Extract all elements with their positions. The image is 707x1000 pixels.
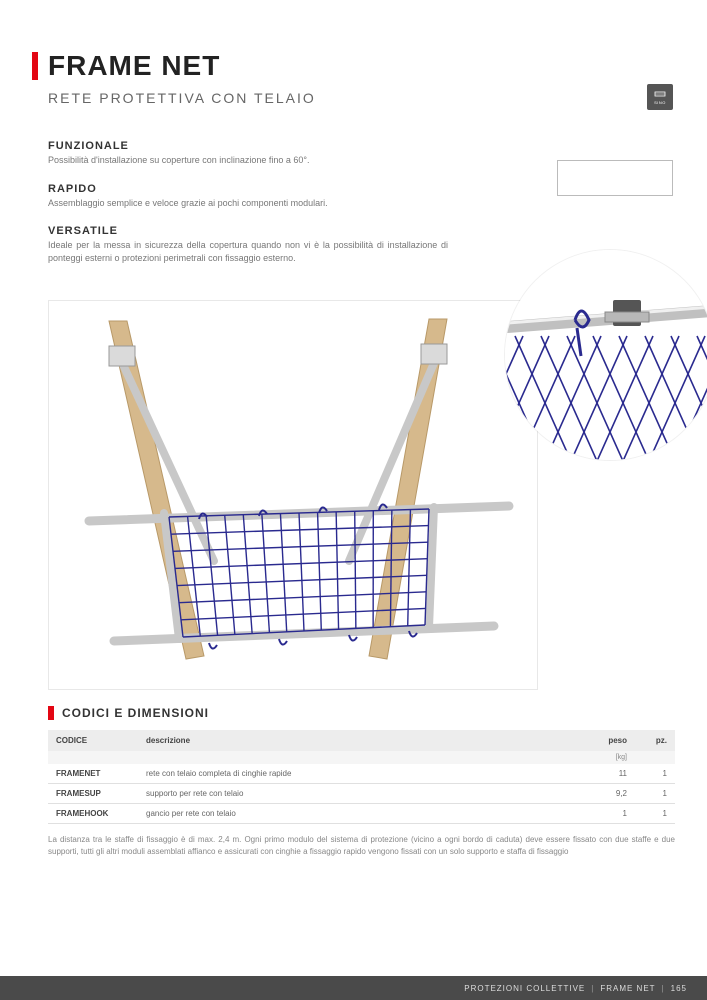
table-header-row: CODICE descrizione peso pz. bbox=[48, 730, 675, 751]
footer-page-number: 165 bbox=[671, 984, 687, 993]
footer-separator: | bbox=[662, 984, 665, 993]
table-subheader-row: [kg] bbox=[48, 751, 675, 764]
col-header-pz: pz. bbox=[635, 730, 675, 751]
cell-desc: gancio per rete con telaio bbox=[138, 804, 575, 824]
table-row: FRAMENETrete con telaio completa di cing… bbox=[48, 764, 675, 784]
table-section-title: CODICI E DIMENSIONI bbox=[62, 706, 209, 720]
col-header-code: CODICE bbox=[48, 730, 138, 751]
cell-weight: 9,2 bbox=[575, 784, 635, 804]
cell-code: FRAMEHOOK bbox=[48, 804, 138, 824]
main-product-image bbox=[48, 300, 538, 690]
feature-item: RAPIDO Assemblaggio semplice e veloce gr… bbox=[48, 183, 448, 210]
col-subheader-weight: [kg] bbox=[575, 751, 635, 764]
page-subtitle: RETE PROTETTIVA CON TELAIO bbox=[48, 90, 675, 106]
category-icon: SINO bbox=[647, 84, 673, 110]
col-header-weight: peso bbox=[575, 730, 635, 751]
icon-label: SINO bbox=[654, 100, 666, 105]
feature-title: RAPIDO bbox=[48, 183, 448, 195]
feature-title: FUNZIONALE bbox=[48, 140, 448, 152]
footer-category: PROTEZIONI COLLETTIVE bbox=[464, 984, 585, 993]
accent-bar bbox=[32, 52, 38, 80]
table-section-header: CODICI E DIMENSIONI bbox=[48, 706, 675, 720]
accent-bar bbox=[48, 706, 54, 720]
cell-weight: 11 bbox=[575, 764, 635, 784]
spec-table: CODICE descrizione peso pz. [kg] FRAMENE… bbox=[48, 730, 675, 824]
cell-code: FRAMESUP bbox=[48, 784, 138, 804]
cell-code: FRAMENET bbox=[48, 764, 138, 784]
footer-separator: | bbox=[591, 984, 594, 993]
feature-desc: Possibilità d'installazione su coperture… bbox=[48, 154, 448, 167]
cell-desc: rete con telaio completa di cinghie rapi… bbox=[138, 764, 575, 784]
cell-weight: 1 bbox=[575, 804, 635, 824]
page-title: FRAME NET bbox=[48, 50, 220, 82]
table-row: FRAMEHOOKgancio per rete con telaio11 bbox=[48, 804, 675, 824]
feature-desc: Assemblaggio semplice e veloce grazie ai… bbox=[48, 197, 448, 210]
cell-desc: supporto per rete con telaio bbox=[138, 784, 575, 804]
col-header-desc: descrizione bbox=[138, 730, 575, 751]
feature-desc: Ideale per la messa in sicurezza della c… bbox=[48, 239, 448, 264]
table-footnote: La distanza tra le staffe di fissaggio è… bbox=[48, 834, 675, 856]
cell-pz: 1 bbox=[635, 784, 675, 804]
features-list: FUNZIONALE Possibilità d'installazione s… bbox=[48, 140, 448, 264]
page-footer: PROTEZIONI COLLETTIVE | FRAME NET | 165 bbox=[0, 976, 707, 1000]
cell-pz: 1 bbox=[635, 764, 675, 784]
title-row: FRAME NET bbox=[32, 50, 675, 82]
cell-pz: 1 bbox=[635, 804, 675, 824]
footer-product: FRAME NET bbox=[600, 984, 655, 993]
spec-box bbox=[557, 160, 673, 196]
feature-title: VERSATILE bbox=[48, 225, 448, 237]
feature-item: FUNZIONALE Possibilità d'installazione s… bbox=[48, 140, 448, 167]
feature-item: VERSATILE Ideale per la messa in sicurez… bbox=[48, 225, 448, 264]
table-row: FRAMESUPsupporto per rete con telaio9,21 bbox=[48, 784, 675, 804]
product-images bbox=[48, 280, 675, 690]
detail-product-image bbox=[505, 250, 707, 460]
